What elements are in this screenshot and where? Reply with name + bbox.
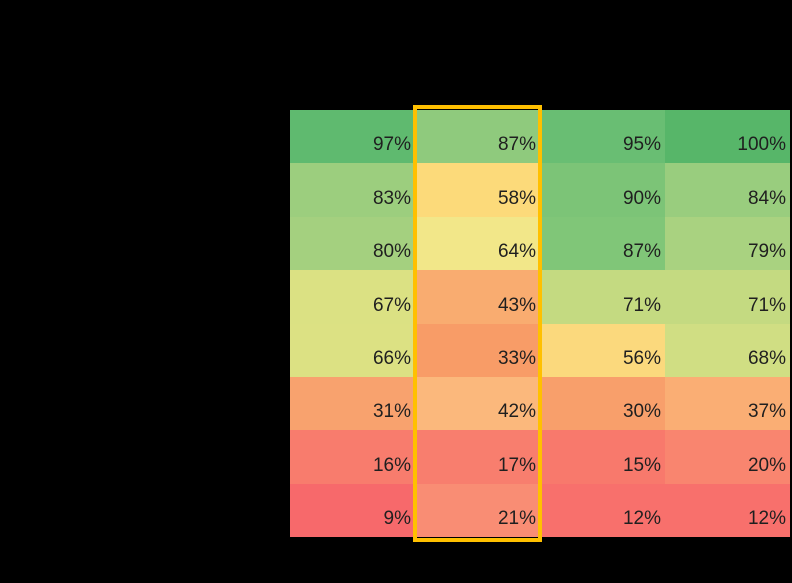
heatmap-cell-r1-c2[interactable]: 87% [415,110,540,164]
cell-value: 30% [622,401,661,423]
heatmap-cell-r7-c4[interactable]: 20% [665,430,790,484]
cell-value: 83% [372,187,411,209]
heatmap-cell-r4-c4[interactable]: 71% [665,270,790,324]
cell-value: 15% [622,454,661,476]
heatmap-cell-r8-c2[interactable]: 21% [415,483,540,537]
heatmap-table: 97% 87% 95% 100% 83% 58% 90% 84% 80% 64% 87% 79% 67%… [290,110,790,537]
cell-value: 90% [622,187,661,209]
heatmap-cell-r4-c2[interactable]: 43% [415,270,540,324]
cell-value: 37% [747,401,786,423]
heatmap-cell-r4-c3[interactable]: 71% [540,270,665,324]
cell-value: 43% [497,294,536,316]
cell-value: 71% [622,294,661,316]
heatmap-cell-r1-c1[interactable]: 97% [290,110,415,164]
cell-value: 95% [622,134,661,156]
cell-value: 71% [747,294,786,316]
cell-value: 31% [372,401,411,423]
cell-value: 80% [372,241,411,263]
heatmap-cell-r5-c3[interactable]: 56% [540,323,665,377]
cell-value: 20% [747,454,786,476]
cell-value: 17% [497,454,536,476]
heatmap-cell-r3-c2[interactable]: 64% [415,216,540,271]
heatmap-cell-r8-c4[interactable]: 12% [665,483,790,537]
heatmap-cell-r6-c4[interactable]: 37% [665,376,790,431]
cell-value: 87% [622,241,661,263]
heatmap-cell-r1-c3[interactable]: 95% [540,110,665,164]
heatmap-cell-r6-c2[interactable]: 42% [415,376,540,431]
cell-value: 33% [497,347,536,369]
cell-value: 58% [497,187,536,209]
cell-value: 12% [747,508,786,529]
heatmap-cell-r4-c1[interactable]: 67% [290,270,415,324]
heatmap-cell-r3-c4[interactable]: 79% [665,216,790,271]
cell-value: 79% [747,241,786,263]
cell-value: 84% [747,187,786,209]
cell-value: 97% [372,134,411,156]
cell-value: 21% [497,508,536,529]
cell-value: 16% [372,454,411,476]
heatmap-cell-r5-c1[interactable]: 66% [290,323,415,377]
cell-value: 56% [622,347,661,369]
cell-value: 66% [372,347,411,369]
heatmap-cell-r7-c2[interactable]: 17% [415,430,540,484]
heatmap-cell-r5-c2[interactable]: 33% [415,323,540,377]
cell-value: 100% [737,134,786,156]
heatmap-cell-r1-c4[interactable]: 100% [665,110,790,164]
heatmap-cell-r8-c1[interactable]: 9% [290,483,415,537]
heatmap-cell-r3-c1[interactable]: 80% [290,216,415,271]
heatmap-cell-r8-c3[interactable]: 12% [540,483,665,537]
cell-value: 12% [622,508,661,529]
cell-value: 42% [497,401,536,423]
heatmap-cell-r2-c2[interactable]: 58% [415,163,540,217]
heatmap-cell-r2-c1[interactable]: 83% [290,163,415,217]
heatmap-cell-r6-c1[interactable]: 31% [290,376,415,431]
heatmap-cell-r2-c3[interactable]: 90% [540,163,665,217]
heatmap-cell-r6-c3[interactable]: 30% [540,376,665,431]
heatmap-cell-r2-c4[interactable]: 84% [665,163,790,217]
cell-value: 9% [383,508,411,529]
cell-value: 67% [372,294,411,316]
cell-value: 64% [497,241,536,263]
cell-value: 87% [497,134,536,156]
heatmap-cell-r3-c3[interactable]: 87% [540,216,665,271]
heatmap-cell-r7-c3[interactable]: 15% [540,430,665,484]
cell-value: 68% [747,347,786,369]
heatmap-cell-r7-c1[interactable]: 16% [290,430,415,484]
heatmap-cell-r5-c4[interactable]: 68% [665,323,790,377]
